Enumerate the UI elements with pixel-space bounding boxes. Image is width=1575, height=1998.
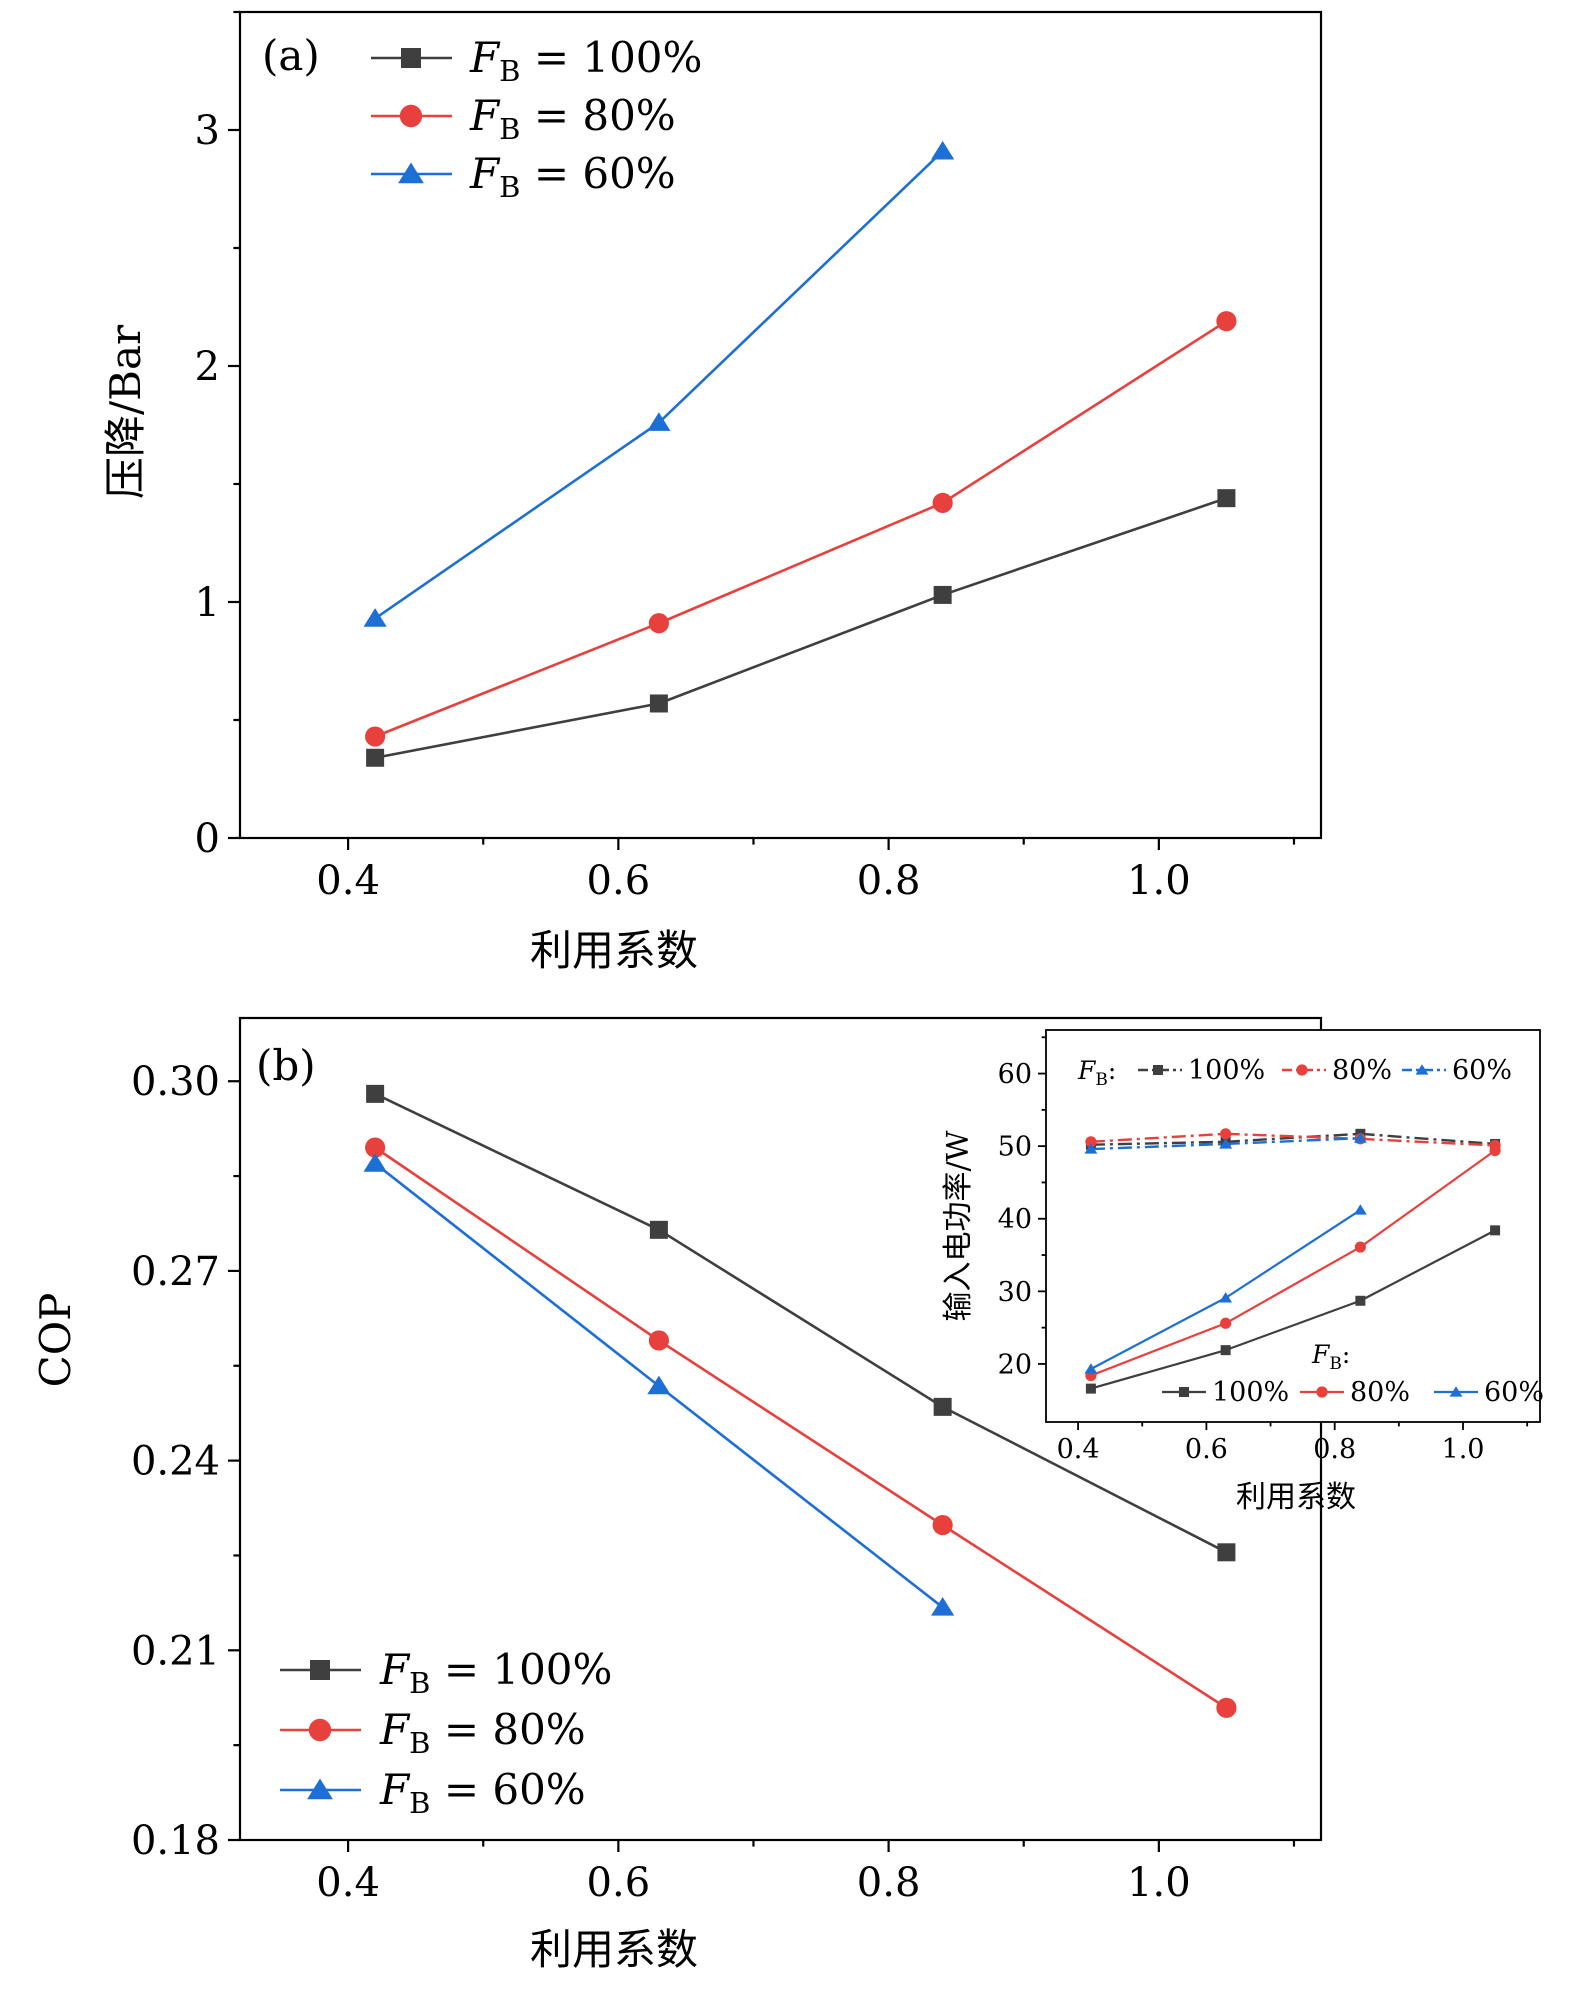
- b-data-point: [366, 1085, 384, 1103]
- inset-y-tick-label: 30: [998, 1277, 1032, 1308]
- b-y-tick-label: 0.18: [131, 1818, 220, 1864]
- inset-y-tick-label: 50: [998, 1132, 1032, 1163]
- inset-bottom-legend-label: 80%: [1350, 1377, 1410, 1408]
- b-legend-label: FB = 80%: [379, 1705, 586, 1760]
- a-x-tick-label: 0.4: [316, 858, 380, 904]
- b-y-axis-title: COP: [31, 1293, 80, 1388]
- a-y-tick-label: 1: [195, 580, 220, 626]
- inset-data-point: [1490, 1225, 1500, 1235]
- inset-data-point: [1489, 1145, 1500, 1156]
- b-legend-marker: [309, 1719, 331, 1741]
- inset-data-point: [1355, 1241, 1366, 1252]
- b-data-point: [1217, 1543, 1235, 1561]
- a-x-axis-title: 利用系数: [530, 926, 698, 975]
- b-x-axis-title: 利用系数: [530, 1925, 698, 1974]
- inset-x-tick-label: 0.8: [1313, 1434, 1356, 1465]
- a-data-point: [366, 749, 384, 767]
- b-data-point: [934, 1398, 952, 1416]
- inset-data-point: [1355, 1296, 1365, 1306]
- a-data-point: [365, 726, 385, 746]
- inset-y-tick-label: 20: [998, 1349, 1032, 1380]
- inset-top-legend-marker: [1153, 1065, 1163, 1075]
- a-data-point: [650, 694, 668, 712]
- inset-data-point: [1086, 1384, 1096, 1394]
- a-data-point: [934, 586, 952, 604]
- inset-top-legend-label: 80%: [1332, 1055, 1392, 1086]
- b-panel-label: (b): [256, 1041, 316, 1090]
- a-data-point: [1216, 311, 1236, 331]
- inset-y-tick-label: 40: [998, 1204, 1032, 1235]
- a-x-tick-label: 0.8: [857, 858, 921, 904]
- b-legend-label: FB = 60%: [379, 1765, 586, 1820]
- inset-bottom-legend-marker: [1179, 1387, 1189, 1397]
- b-x-tick-label: 0.6: [587, 1860, 651, 1906]
- a-data-point: [1217, 489, 1235, 507]
- inset-y-axis-title: 输入电功率/W: [941, 1130, 976, 1321]
- a-data-point: [933, 493, 953, 513]
- inset-bottom-legend-marker: [1316, 1386, 1327, 1397]
- a-x-tick-label: 0.6: [587, 858, 651, 904]
- a-panel-label: (a): [262, 31, 320, 80]
- a-legend-marker: [401, 48, 421, 68]
- b-data-point: [650, 1221, 668, 1239]
- inset-bottom-legend-label: 60%: [1484, 1377, 1544, 1408]
- a-data-point: [364, 608, 387, 627]
- a-data-point: [931, 141, 954, 160]
- inset-data-point: [1220, 1128, 1231, 1139]
- b-x-tick-label: 0.8: [857, 1860, 921, 1906]
- a-frame: [240, 12, 1321, 838]
- inset-x-tick-label: 0.6: [1185, 1434, 1228, 1465]
- inset-chart: 0.4 0.6 0.8 1.0 20 30 40 50 60 利用系数 输入电功率/W FB: 100%…: [941, 1030, 1544, 1515]
- a-y-axis-title: 压降/Bar: [101, 324, 150, 499]
- a-x-tick-label: 1.0: [1127, 858, 1191, 904]
- a-legend-label: FB = 100%: [469, 33, 702, 88]
- inset-data-point: [1221, 1345, 1231, 1355]
- inset-top-legend-marker: [1296, 1064, 1307, 1075]
- b-legend-marker: [310, 1660, 330, 1680]
- b-x-tick-label: 0.4: [316, 1860, 380, 1906]
- figure: 0.4 0.6 0.8 1.00123利用系数压降/Bar(a) FB = 100%FB…: [0, 0, 1575, 1998]
- a-series-line: [375, 151, 943, 618]
- b-y-tick-label: 0.21: [131, 1628, 220, 1674]
- inset-x-axis-title: 利用系数: [1236, 1480, 1356, 1515]
- inset-x-tick-label: 1.0: [1442, 1434, 1485, 1465]
- b-data-point: [1216, 1698, 1236, 1718]
- b-legend-label: FB = 100%: [379, 1645, 612, 1700]
- a-legend-label: FB = 80%: [469, 91, 676, 146]
- inset-y-tick-label: 60: [998, 1059, 1032, 1090]
- inset-bottom-legend-label: 100%: [1212, 1377, 1289, 1408]
- b-y-tick-label: 0.30: [131, 1059, 220, 1105]
- b-data-point: [364, 1153, 387, 1172]
- b-data-point: [933, 1515, 953, 1535]
- a-series-line: [375, 498, 1226, 758]
- inset-top-legend-label: 100%: [1188, 1055, 1265, 1086]
- inset-top-legend-label: 60%: [1452, 1055, 1512, 1086]
- a-y-tick-label: 3: [195, 108, 220, 154]
- a-legend-marker: [400, 105, 422, 127]
- b-y-tick-label: 0.24: [131, 1439, 220, 1485]
- b-data-point: [649, 1330, 669, 1350]
- inset-data-point: [1220, 1318, 1231, 1329]
- a-data-point: [649, 613, 669, 633]
- a-legend-label: FB = 60%: [469, 149, 676, 204]
- inset-x-tick-label: 0.4: [1057, 1434, 1100, 1465]
- a-y-tick-label: 2: [195, 344, 220, 390]
- a-y-tick-label: 0: [195, 816, 220, 862]
- b-x-tick-label: 1.0: [1127, 1860, 1191, 1906]
- b-y-tick-label: 0.27: [131, 1249, 220, 1295]
